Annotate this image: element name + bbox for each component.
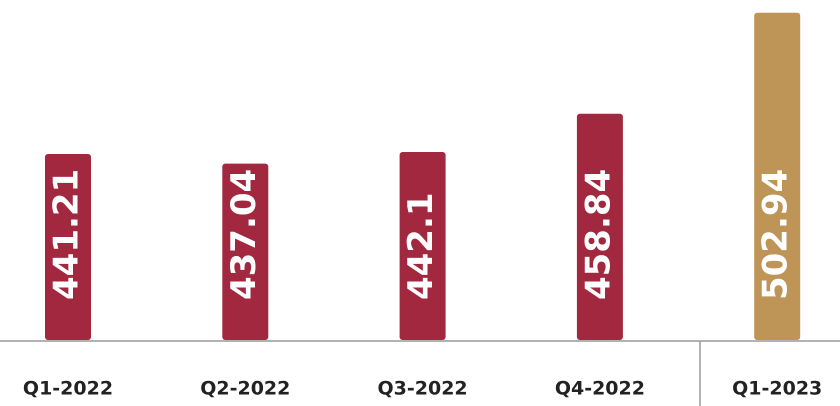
value-label: 437.04 [224, 169, 264, 300]
x-tick-label: Q4-2022 [555, 378, 645, 400]
bar [45, 154, 91, 340]
value-label: 441.21 [47, 169, 87, 300]
value-label: 458.84 [578, 169, 618, 300]
bar [399, 152, 446, 340]
bar [754, 12, 801, 341]
x-tick-label: Q1-2023 [732, 378, 822, 400]
x-tick-label: Q3-2022 [378, 378, 468, 400]
bar [576, 113, 623, 340]
value-label: 442.1 [401, 192, 441, 300]
value-label: 502.94 [756, 169, 796, 300]
bar [222, 163, 269, 340]
x-tick-label: Q2-2022 [200, 378, 290, 400]
x-tick-label: Q1-2022 [23, 378, 113, 400]
